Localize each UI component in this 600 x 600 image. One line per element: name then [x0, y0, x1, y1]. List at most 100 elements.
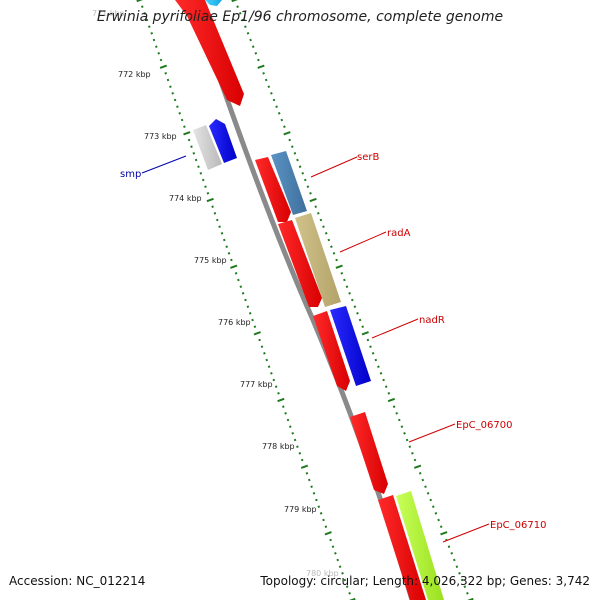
tick-right-minor [453, 558, 456, 562]
leader-nadR [371, 318, 419, 339]
tick-right-minor [455, 565, 459, 568]
tick-right-minor [262, 72, 265, 75]
tick-left-minor [293, 438, 297, 442]
tick-left-minor [272, 378, 276, 382]
tick-left-major [230, 264, 238, 269]
tick-right-major [257, 64, 265, 69]
tick-label-776: 776 kbp [218, 318, 251, 327]
tick-right-minor [369, 345, 372, 348]
tick-right-major [283, 131, 291, 136]
tick-right-minor [272, 98, 276, 102]
leader-smp [141, 155, 187, 174]
tick-right-minor [244, 25, 247, 28]
tick-left-minor [298, 452, 302, 455]
tick-left-minor [248, 312, 252, 315]
tick-left-minor [322, 518, 325, 522]
tick-left-minor [246, 305, 250, 308]
tick-right-minor [450, 552, 453, 555]
tick-right-minor [335, 258, 338, 262]
tick-right-minor [398, 418, 401, 422]
tick-left-minor [150, 32, 153, 35]
tick-label-772: 772 kbp [118, 70, 151, 79]
tick-right-minor [236, 5, 239, 8]
tick-left-major [183, 131, 191, 136]
tick-right-major [361, 331, 369, 336]
tick-right-minor [301, 172, 304, 175]
tick-left-minor [343, 578, 347, 582]
tick-left-minor [260, 345, 264, 348]
tick-right-major [231, 0, 239, 3]
tick-right-minor [426, 492, 430, 495]
tick-right-minor [361, 325, 364, 328]
tick-left-minor [183, 125, 186, 128]
tick-left-major [348, 597, 356, 600]
tick-left-minor [176, 105, 179, 108]
tick-label-partial-bottom: 780 kbp [306, 569, 339, 578]
gene-arrow-khaki [295, 213, 341, 307]
tick-right-minor [366, 338, 370, 342]
tick-right-minor [254, 52, 258, 55]
tick-right-minor [382, 378, 385, 382]
tick-left-minor [159, 58, 163, 62]
tick-left-minor [265, 358, 268, 362]
tick-left-minor [310, 485, 313, 488]
tick-left-minor [324, 525, 328, 528]
tick-right-minor [345, 285, 349, 288]
tick-left-minor [148, 25, 151, 28]
accession-label: Accession: NC_012214 [9, 574, 146, 588]
tick-right-minor [280, 118, 284, 122]
tick-left-minor [143, 12, 146, 15]
tick-left-minor [237, 278, 240, 282]
tick-label-777: 777 kbp [240, 380, 273, 389]
tick-label-779: 779 kbp [284, 505, 317, 514]
tick-left-minor [329, 538, 332, 542]
tick-right-minor [317, 212, 320, 215]
tick-right-minor [405, 438, 409, 442]
tick-left-major [324, 531, 332, 536]
gene-arrow-red [313, 311, 350, 391]
tick-right-minor [400, 425, 404, 428]
tick-right-minor [306, 185, 310, 188]
gene-arrow-red [350, 412, 388, 494]
gene-label-radA: radA [387, 228, 411, 239]
tick-left-minor [253, 325, 257, 328]
tick-track-right [231, 0, 474, 600]
tick-left-minor [319, 512, 323, 515]
tick-right-minor [348, 292, 351, 295]
tick-right-minor [241, 18, 245, 22]
tick-right-minor [343, 278, 346, 282]
tick-left-minor [300, 458, 304, 462]
tick-right-minor [418, 472, 422, 475]
tick-right-minor [249, 38, 252, 42]
tick-left-minor [178, 112, 181, 115]
tick-left-minor [213, 212, 217, 215]
tick-left-minor [305, 472, 309, 475]
tick-left-major [159, 64, 168, 69]
page-title: Erwinia pyrifoliae Ep1/96 chromosome, co… [96, 9, 504, 25]
tick-left-minor [218, 225, 221, 228]
tick-right-minor [270, 92, 273, 95]
tick-right-minor [403, 432, 406, 435]
tick-left-minor [317, 505, 321, 508]
tick-right-major [413, 464, 422, 469]
gene-label-EpC_06710: EpC_06710 [490, 520, 546, 531]
tick-right-minor [291, 145, 294, 148]
tick-left-minor [348, 592, 351, 595]
gene-arrow-blue [209, 119, 237, 163]
tick-left-minor [296, 445, 299, 448]
tick-left-minor [277, 392, 280, 395]
tick-left-minor [239, 285, 243, 288]
tick-left-minor [152, 38, 156, 42]
tick-right-minor [395, 412, 398, 415]
tick-left-minor [341, 572, 344, 575]
tick-label-778: 778 kbp [262, 442, 295, 451]
tick-left-minor [230, 258, 233, 262]
tick-right-minor [460, 578, 464, 582]
tick-right-minor [408, 445, 412, 448]
leader-EpC_06710 [442, 523, 490, 543]
tick-track-left [136, 0, 356, 600]
gene-label-EpC_06700: EpC_06700 [456, 420, 512, 431]
tick-left-major [136, 0, 144, 3]
tick-left-minor [220, 232, 224, 235]
tick-left-minor [190, 145, 193, 148]
